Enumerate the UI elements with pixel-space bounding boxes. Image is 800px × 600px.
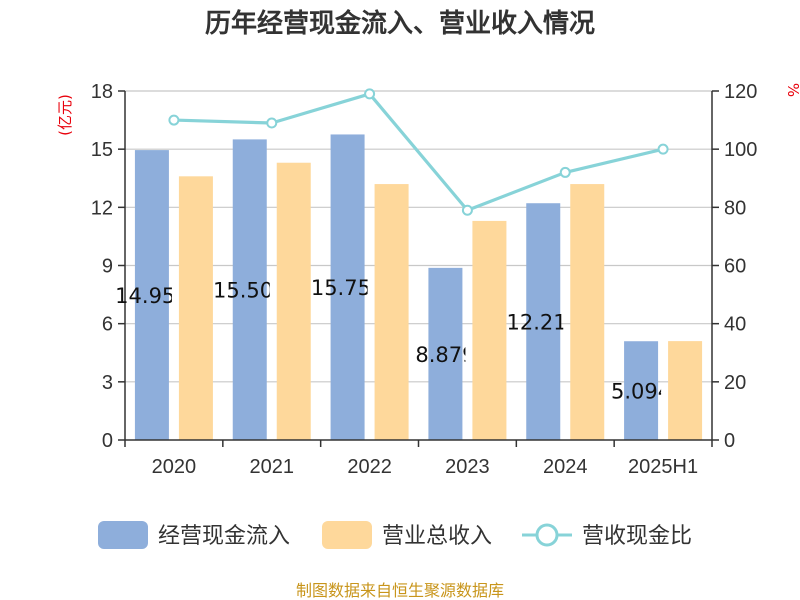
axes: 0 3 6 9 12 15 18 0 20 40 60 80 100 120 2020 2021 2022 202… (91, 81, 758, 478)
bar-revenue (374, 184, 409, 440)
left-tick-label: 12 (91, 197, 113, 219)
x-tick-label: 2022 (347, 456, 392, 478)
bar-revenue (570, 184, 605, 440)
right-tick-label: 80 (724, 197, 746, 219)
ratio-point (266, 117, 278, 129)
left-tick-label: 6 (102, 314, 113, 336)
data-label: 14.952 (115, 284, 188, 308)
left-tick-label: 3 (102, 372, 113, 394)
data-label: 12.212 (507, 311, 580, 335)
chart-title: 历年经营现金流入、营业收入情况 (205, 8, 595, 39)
left-tick-label: 18 (91, 81, 113, 103)
left-axis-unit: (亿元) (56, 94, 74, 136)
gridlines (125, 90, 712, 383)
legend-label-ratio: 营收现金比 (582, 524, 692, 549)
data-labels: 14.952 15.504 15.759 8.879 12.212 5.094 (115, 276, 671, 404)
right-tick-label: 100 (724, 139, 757, 161)
right-axis-unit: % (784, 83, 800, 97)
x-tick-label: 2021 (250, 456, 295, 478)
left-tick-label: 9 (102, 256, 113, 278)
right-tick-label: 20 (724, 372, 746, 394)
x-tick-label: 2025H1 (628, 456, 698, 478)
bar-revenue (668, 341, 703, 440)
bars (134, 134, 703, 441)
legend-label-revenue: 营业总收入 (382, 524, 492, 549)
right-tick-label: 0 (724, 430, 735, 452)
data-label: 5.094 (611, 380, 671, 404)
ratio-line (168, 88, 669, 216)
bar-revenue (178, 176, 213, 441)
ratio-point (364, 88, 376, 100)
bar-cash-inflow (624, 341, 659, 440)
ratio-point (657, 143, 669, 155)
legend: 经营现金流入 营业总收入 营收现金比 (98, 521, 692, 549)
legend-swatch-cash-inflow (98, 521, 148, 549)
bar-cash-inflow (134, 150, 169, 440)
bar-cash-inflow (428, 267, 463, 440)
left-tick-label: 0 (102, 430, 113, 452)
data-label: 15.504 (213, 279, 286, 303)
legend-label-cash-inflow: 经营现金流入 (158, 524, 290, 549)
ratio-line-path (173, 92, 664, 212)
x-tick-label: 2020 (152, 456, 197, 478)
data-label: 15.759 (311, 276, 384, 300)
ratio-point (559, 166, 571, 178)
ratio-point (461, 204, 473, 216)
right-tick-label: 60 (724, 256, 746, 278)
x-tick-label: 2024 (543, 456, 588, 478)
left-tick-label: 15 (91, 139, 113, 161)
bar-cash-inflow (232, 139, 267, 441)
bar-revenue (276, 162, 311, 440)
x-tick-label: 2023 (445, 456, 490, 478)
legend-swatch-revenue (322, 521, 372, 549)
bar-revenue (472, 220, 507, 440)
ratio-point (168, 114, 180, 126)
source-note: 制图数据来自恒生聚源数据库 (296, 581, 504, 600)
bar-cash-inflow (330, 134, 365, 440)
data-label: 8.879 (415, 343, 475, 367)
bar-cash-inflow (526, 203, 561, 440)
legend-marker-ratio (535, 523, 559, 547)
right-tick-label: 120 (724, 81, 757, 103)
right-tick-label: 40 (724, 314, 746, 336)
